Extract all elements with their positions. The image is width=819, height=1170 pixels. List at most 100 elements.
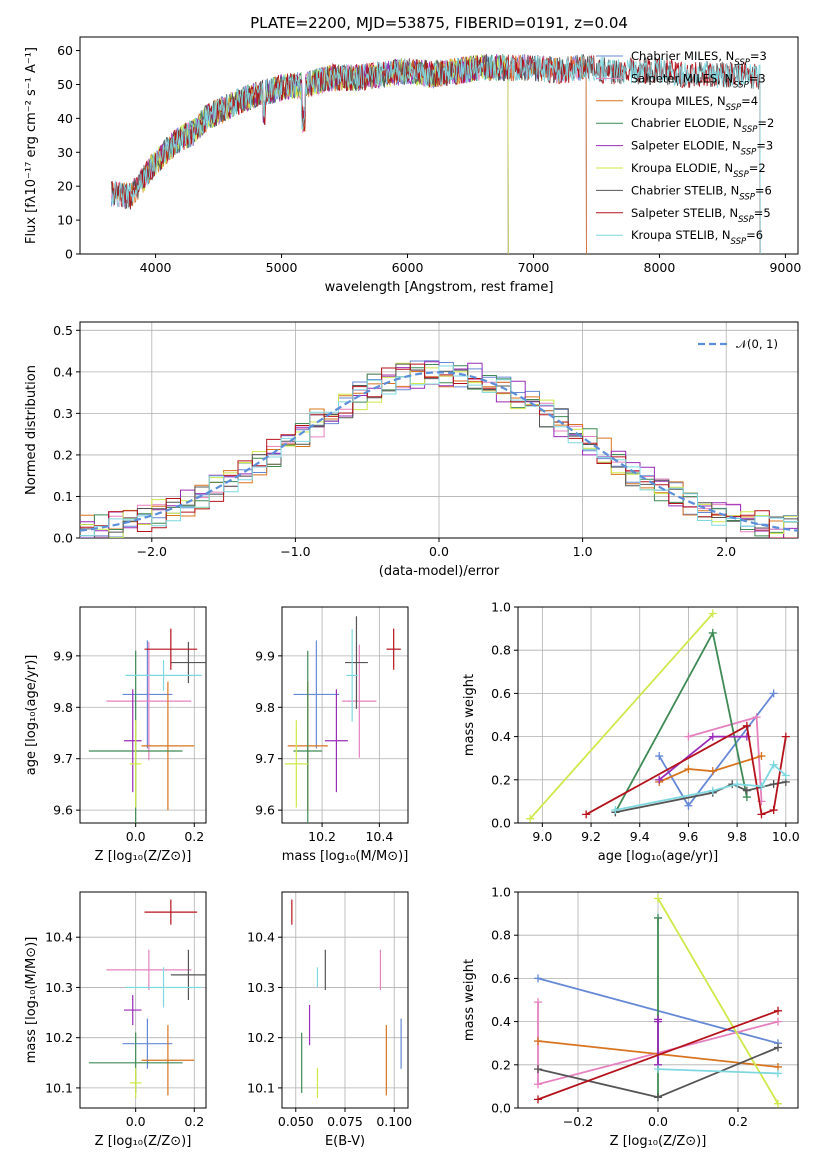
data-point xyxy=(774,1017,782,1026)
y-tick-label: 9.9 xyxy=(255,648,275,663)
y-axis-label: mass [log₁₀(M/M⊙)] xyxy=(24,937,39,1064)
series-line xyxy=(614,630,748,813)
data-point xyxy=(654,1017,662,1026)
axes-frame xyxy=(517,606,799,824)
y-tick-label: 0 xyxy=(65,247,73,262)
data-point xyxy=(534,1080,542,1089)
data-point xyxy=(611,806,620,815)
x-tick-label: 10.2 xyxy=(308,829,336,844)
panel-mass-weight-vs-age: 9.0 9.2 9.4 9.6 9.8 10.0 0.0 0.2 0.4 0.6 0.8 1.0 age… xyxy=(462,600,800,865)
histogram-line xyxy=(80,365,798,536)
x-axis-label: mass [log₁₀(M/M⊙)] xyxy=(282,849,409,864)
y-tick-label: 0.0 xyxy=(53,531,73,546)
y-tick-label: 1.0 xyxy=(491,600,511,615)
x-tick-label: 0.2 xyxy=(184,829,204,844)
x-tick-label: 1.0 xyxy=(573,544,593,559)
series-line xyxy=(657,898,779,1105)
data-point xyxy=(654,1093,662,1102)
data-point xyxy=(742,721,751,730)
legend: Chabrier MILES, NSSP=3 Salpeter MILES, NS… xyxy=(596,49,774,247)
legend-label: 𝒩(0, 1) xyxy=(736,337,778,351)
data-point xyxy=(752,713,761,722)
axes-frame xyxy=(79,606,207,824)
axes-frame xyxy=(281,891,409,1109)
y-tick-label: 0.4 xyxy=(53,364,73,379)
y-tick-label: 9.9 xyxy=(53,648,73,663)
y-tick-label: 10.2 xyxy=(45,1030,73,1045)
data-point xyxy=(708,786,717,795)
x-tick-label: 0.2 xyxy=(728,1114,748,1129)
data-point xyxy=(757,752,766,761)
y-tick-label: 9.6 xyxy=(53,803,73,818)
data-point xyxy=(654,894,662,903)
y-tick-label: 9.7 xyxy=(255,751,275,766)
y-tick-label: 0.2 xyxy=(491,1057,511,1072)
legend-label: Salpeter MILES, NSSP=3 xyxy=(631,71,766,90)
x-tick-label: 9.6 xyxy=(678,829,698,844)
y-tick-label: 0.8 xyxy=(491,643,511,658)
x-tick-label: 0.100 xyxy=(376,1114,412,1129)
x-tick-label: 0.0 xyxy=(429,544,449,559)
chart-title: PLATE=2200, MJD=53875, FIBERID=0191, z=0… xyxy=(250,14,628,32)
x-tick-label: 9.4 xyxy=(630,829,650,844)
panel-spectrum: 4000 5000 6000 7000 8000 9000 0 10 20 30 40 50 60 wav… xyxy=(24,14,801,295)
x-tick-label: 5000 xyxy=(266,260,298,275)
x-tick-label: 10.0 xyxy=(772,829,800,844)
data-point xyxy=(684,801,693,810)
x-tick-label: 9.0 xyxy=(532,829,552,844)
y-tick-label: 10.4 xyxy=(45,930,73,945)
y-tick-label: 60 xyxy=(57,43,73,58)
data-point xyxy=(526,814,535,823)
x-tick-label: 0.0 xyxy=(126,1114,146,1129)
y-tick-label: 10.2 xyxy=(247,1030,275,1045)
x-axis-label: Z [log₁₀(Z/Z⊙)] xyxy=(95,1134,192,1149)
y-tick-label: 10 xyxy=(57,213,73,228)
y-tick-label: 50 xyxy=(57,77,73,92)
y-tick-label: 40 xyxy=(57,111,73,126)
x-tick-label: 4000 xyxy=(140,260,172,275)
y-tick-label: 9.7 xyxy=(53,751,73,766)
normal-curve xyxy=(80,371,798,532)
axes-frame xyxy=(79,36,799,255)
x-tick-label: 8000 xyxy=(644,260,676,275)
y-tick-label: 10.3 xyxy=(45,980,73,995)
y-tick-label: 0.2 xyxy=(491,772,511,787)
panel-residuals: −2.0 −1.0 0.0 1.0 2.0 0.0 0.1 0.2 0.3 0.4 0.5 (data… xyxy=(24,321,799,579)
y-tick-label: 0.3 xyxy=(53,406,73,421)
x-axis-label: Z [log₁₀(Z/Z⊙)] xyxy=(610,1134,707,1149)
data-point xyxy=(769,780,778,789)
x-tick-label: 0.0 xyxy=(126,829,146,844)
data-point xyxy=(534,998,542,1007)
data-point xyxy=(655,752,664,761)
legend-label: Salpeter ELODIE, NSSP=3 xyxy=(631,139,773,158)
y-tick-label: 10.3 xyxy=(247,980,275,995)
data-point xyxy=(769,760,778,769)
x-tick-label: −0.2 xyxy=(563,1114,593,1129)
spectrum-line xyxy=(111,54,761,254)
y-axis-label: age [log₁₀(age/yr)] xyxy=(24,655,39,776)
data-point xyxy=(534,1095,542,1104)
x-tick-label: 0.050 xyxy=(278,1114,314,1129)
data-point xyxy=(708,628,717,637)
data-point xyxy=(781,771,790,780)
y-tick-label: 1.0 xyxy=(491,885,511,900)
panel-mass-weight-vs-Z: −0.2 0.0 0.2 0.0 0.2 0.4 0.6 0.8 1.0 Z [log₁₀(Z/Z… xyxy=(462,885,799,1149)
data-point xyxy=(708,767,717,776)
x-axis-label: age [log₁₀(age/yr)] xyxy=(598,849,719,864)
x-tick-label: 0.2 xyxy=(184,1114,204,1129)
axes-frame xyxy=(79,891,207,1109)
data-point xyxy=(655,775,664,784)
y-axis-label: Flux [fλ10⁻¹⁷ erg cm⁻² s⁻¹ A⁻¹] xyxy=(24,47,39,244)
y-axis-label: mass weight xyxy=(462,674,477,756)
data-point xyxy=(534,1037,542,1046)
data-point xyxy=(781,732,790,741)
y-tick-label: 0.6 xyxy=(491,686,511,701)
spectrum-line xyxy=(111,54,761,254)
data-point xyxy=(774,1006,782,1015)
data-point xyxy=(774,1069,782,1078)
x-tick-label: 0.075 xyxy=(327,1114,363,1129)
y-tick-label: 10.1 xyxy=(247,1080,275,1095)
data-point xyxy=(769,806,778,815)
x-axis-label: Z [log₁₀(Z/Z⊙)] xyxy=(95,849,192,864)
